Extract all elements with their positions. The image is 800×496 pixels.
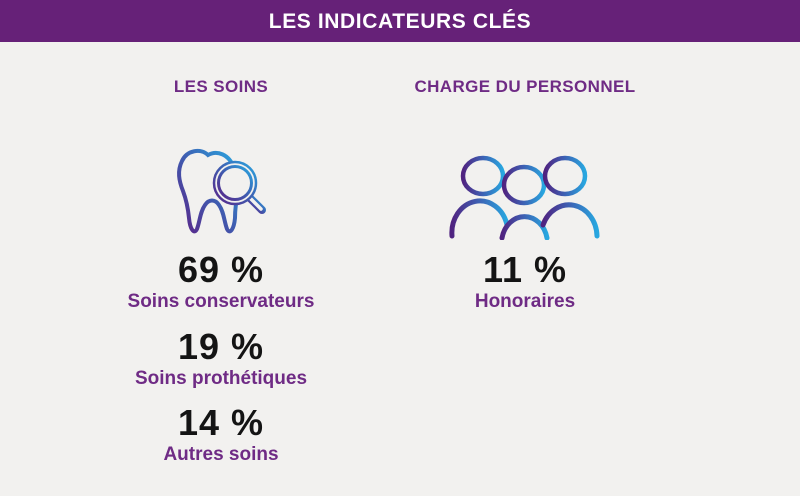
column-heading-les-soins: LES SOINS bbox=[173, 77, 269, 96]
stat-honoraires: 11 % Honoraires bbox=[400, 250, 650, 314]
stat-label: Autres soins bbox=[163, 444, 279, 465]
stat-label: Soins conservateurs bbox=[127, 291, 315, 312]
stat-soins-prothetiques: 19 % Soins prothétiques bbox=[96, 327, 346, 391]
stat-label: Soins prothétiques bbox=[134, 368, 308, 389]
column-charge-du-personnel: CHARGE DU PERSONNEL bbox=[400, 0, 650, 496]
stat-soins-conservateurs: 69 % Soins conservateurs bbox=[96, 250, 346, 314]
stat-label: Honoraires bbox=[474, 291, 576, 312]
page-title: LES INDICATEURS CLÉS bbox=[268, 10, 532, 33]
header-bar: LES INDICATEURS CLÉS bbox=[0, 0, 800, 42]
tooth-magnifier-icon bbox=[96, 142, 346, 237]
column-heading-charge-du-personnel: CHARGE DU PERSONNEL bbox=[414, 77, 636, 96]
stat-value: 69 % bbox=[177, 249, 265, 290]
people-icon bbox=[400, 148, 650, 240]
column-les-soins: LES SOINS 69 bbox=[96, 0, 346, 496]
stat-value: 11 % bbox=[482, 249, 568, 290]
stat-value: 14 % bbox=[177, 402, 265, 443]
stat-value: 19 % bbox=[177, 326, 265, 367]
stat-autres-soins: 14 % Autres soins bbox=[96, 403, 346, 467]
